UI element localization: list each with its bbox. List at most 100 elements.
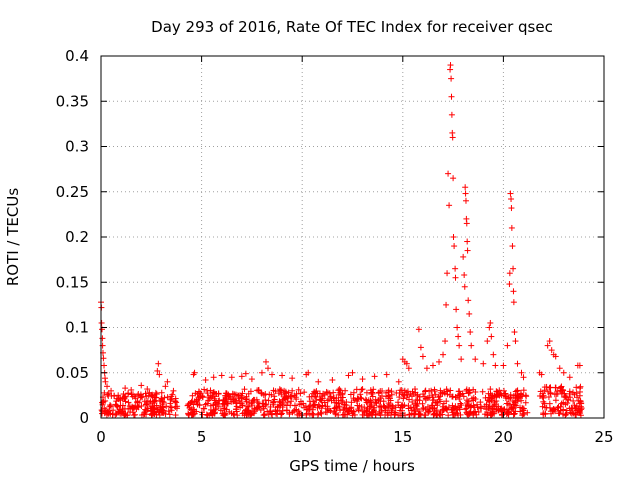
data-point [189,392,196,399]
data-point [405,365,412,372]
data-point [349,410,356,417]
data-point [287,393,294,400]
data-point [552,397,559,404]
data-point [167,403,174,410]
data-point [269,411,276,418]
data-point [400,395,407,402]
data-point [264,365,271,372]
data-point [102,378,109,385]
data-point [202,376,209,383]
data-point [519,393,526,400]
data-point [546,338,553,345]
data-point [465,390,472,397]
data-point [321,399,328,406]
data-point [555,410,562,417]
data-point [261,411,268,418]
grid-lines [101,56,604,418]
data-point [268,391,275,398]
data-point [566,374,573,381]
data-point [477,403,484,410]
data-point [137,391,144,398]
data-point [107,403,114,410]
data-point [205,394,212,401]
data-point [481,411,488,418]
data-point [295,408,302,415]
data-point [206,412,213,419]
data-point [293,396,300,403]
data-point [198,392,205,399]
data-point [474,401,481,408]
data-point [333,399,340,406]
data-point [147,408,154,415]
data-point [507,190,514,197]
data-point [165,408,172,415]
data-point [324,389,331,396]
data-point [112,411,119,418]
data-point [400,392,407,399]
x-axis-title: GPS time / hours [289,457,415,475]
chart-title: Day 293 of 2016, Rate Of TEC Index for r… [151,18,553,36]
data-point [245,411,252,418]
data-point [289,409,296,416]
data-point [106,407,113,414]
data-point [548,347,555,354]
data-point [220,405,227,412]
data-point [452,274,459,281]
data-point [213,401,220,408]
data-point [363,408,370,415]
data-point [129,403,136,410]
data-point [322,409,329,416]
data-point [481,403,488,410]
data-point [554,404,561,411]
data-point [546,400,553,407]
data-point [561,394,568,401]
data-point [211,395,218,402]
data-point [243,398,250,405]
data-point [209,408,216,415]
data-point [460,393,467,400]
data-point [493,388,500,395]
data-point [247,388,254,395]
data-point [197,390,204,397]
data-point [468,342,475,349]
y-tick-label: 0.4 [65,47,89,65]
data-point [391,409,398,416]
data-point [452,265,459,272]
data-point [487,390,494,397]
x-tick-label: 5 [197,428,207,446]
data-point [222,395,229,402]
data-point [506,401,513,408]
data-point [200,405,207,412]
data-point [318,410,325,417]
data-point [324,403,331,410]
data-point [443,386,450,393]
data-point [456,342,463,349]
data-point [444,270,451,277]
data-point [173,399,180,406]
data-point [448,75,455,82]
data-point [229,390,236,397]
data-point [487,410,494,417]
data-point [262,358,269,365]
data-point [505,411,512,418]
data-point [513,402,520,409]
data-point [460,253,467,260]
data-point [279,407,286,414]
data-point [446,202,453,209]
data-point [371,373,378,380]
data-point [248,376,255,383]
data-point [350,389,357,396]
data-point [158,406,165,413]
data-point [376,408,383,415]
y-tick-label: 0.2 [65,228,89,246]
data-point [514,398,521,405]
data-point [431,404,438,411]
data-point [371,404,378,411]
data-point [242,370,249,377]
data-point [449,411,456,418]
data-point [172,412,179,419]
data-point [479,388,486,395]
data-point [251,406,258,413]
data-point [310,398,317,405]
data-point [210,374,217,381]
